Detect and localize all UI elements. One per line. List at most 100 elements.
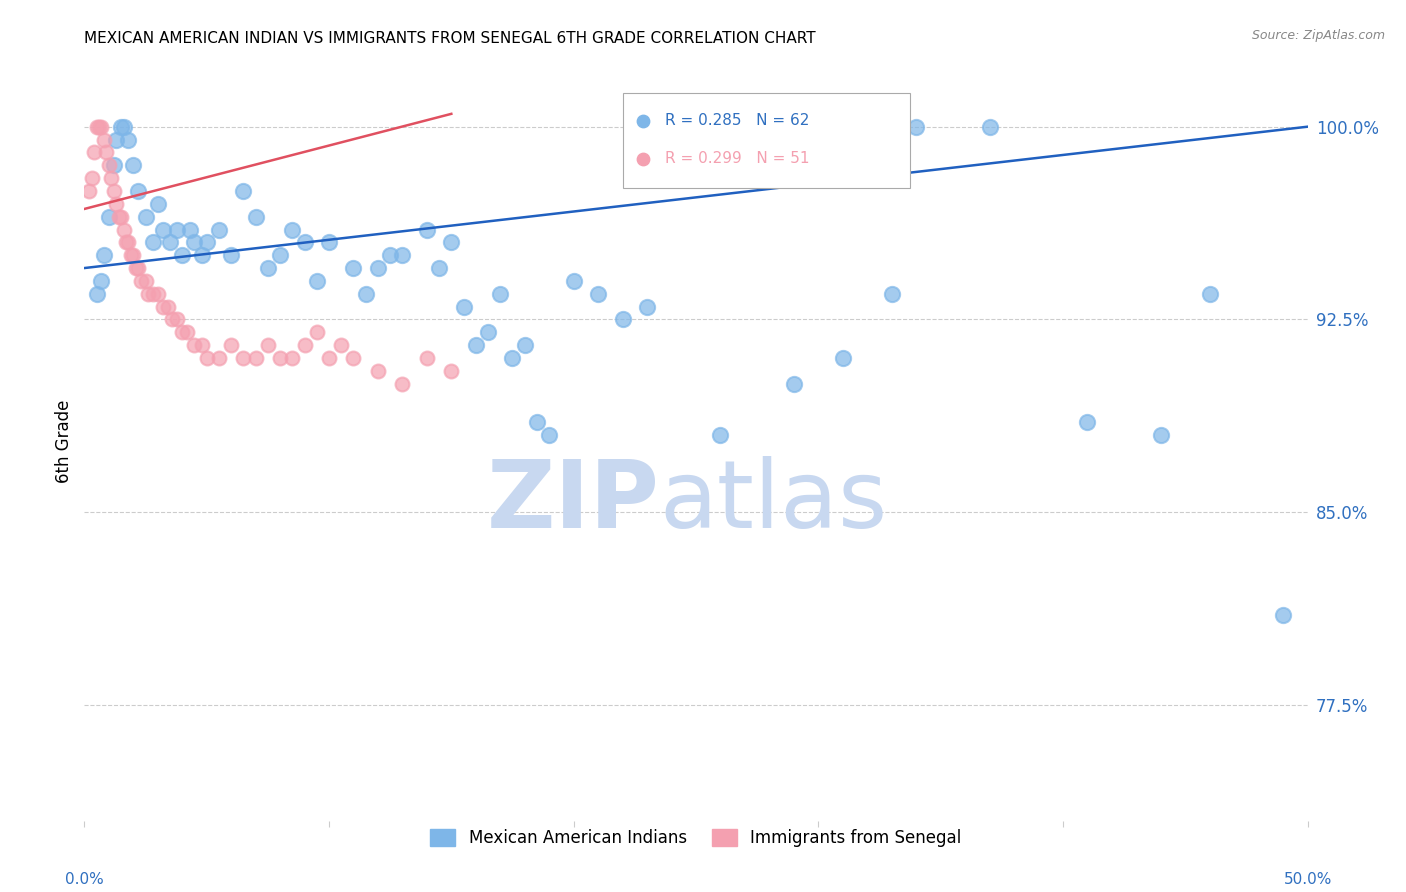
Point bbox=[86, 120, 108, 134]
Point bbox=[135, 274, 157, 288]
Point bbox=[112, 222, 135, 236]
Point bbox=[281, 222, 304, 236]
Point bbox=[709, 428, 731, 442]
Point bbox=[880, 286, 903, 301]
Point bbox=[979, 120, 1001, 134]
Point bbox=[77, 184, 100, 198]
Point bbox=[219, 248, 242, 262]
Point bbox=[586, 286, 609, 301]
Point bbox=[105, 196, 128, 211]
Point bbox=[90, 120, 112, 134]
Point bbox=[112, 120, 135, 134]
Point bbox=[97, 210, 120, 224]
Point bbox=[464, 338, 486, 352]
Point bbox=[318, 351, 340, 365]
Point bbox=[191, 338, 214, 352]
Point bbox=[440, 364, 463, 378]
Point bbox=[232, 351, 254, 365]
Point bbox=[367, 364, 389, 378]
Point bbox=[176, 326, 198, 340]
Point bbox=[330, 338, 353, 352]
Point bbox=[391, 248, 413, 262]
Point bbox=[526, 415, 548, 429]
Point bbox=[90, 274, 112, 288]
Point bbox=[179, 222, 201, 236]
Point bbox=[342, 261, 364, 276]
Point bbox=[427, 261, 450, 276]
Point bbox=[152, 222, 174, 236]
Point bbox=[294, 338, 316, 352]
Point bbox=[1076, 415, 1098, 429]
Text: Source: ZipAtlas.com: Source: ZipAtlas.com bbox=[1251, 29, 1385, 42]
Text: 50.0%: 50.0% bbox=[1284, 872, 1331, 887]
Text: R = 0.285   N = 62: R = 0.285 N = 62 bbox=[665, 113, 810, 128]
Point bbox=[831, 351, 853, 365]
Point bbox=[105, 132, 128, 146]
Point bbox=[103, 184, 125, 198]
Point bbox=[172, 326, 194, 340]
Point bbox=[342, 351, 364, 365]
Point bbox=[305, 326, 328, 340]
FancyBboxPatch shape bbox=[623, 93, 910, 187]
Point bbox=[97, 158, 120, 172]
Point bbox=[477, 326, 499, 340]
Point bbox=[562, 274, 585, 288]
Point bbox=[96, 145, 118, 160]
Point bbox=[152, 300, 174, 314]
Point bbox=[538, 428, 561, 442]
Text: MEXICAN AMERICAN INDIAN VS IMMIGRANTS FROM SENEGAL 6TH GRADE CORRELATION CHART: MEXICAN AMERICAN INDIAN VS IMMIGRANTS FR… bbox=[84, 31, 815, 46]
Point bbox=[87, 120, 110, 134]
Point bbox=[80, 171, 103, 186]
Point bbox=[257, 261, 280, 276]
Point bbox=[269, 248, 291, 262]
Point bbox=[391, 376, 413, 391]
Point bbox=[183, 338, 205, 352]
Point bbox=[232, 184, 254, 198]
Point bbox=[453, 300, 475, 314]
Point bbox=[502, 351, 524, 365]
Point bbox=[257, 338, 280, 352]
Text: 0.0%: 0.0% bbox=[65, 872, 104, 887]
Text: ZIP: ZIP bbox=[486, 456, 659, 549]
Point bbox=[269, 351, 291, 365]
Point bbox=[416, 222, 439, 236]
Point bbox=[115, 235, 138, 250]
Point bbox=[107, 210, 129, 224]
Point bbox=[129, 274, 152, 288]
Point bbox=[142, 286, 165, 301]
Point bbox=[83, 145, 105, 160]
Point bbox=[1150, 428, 1173, 442]
Point bbox=[245, 351, 267, 365]
Point bbox=[146, 286, 169, 301]
Point bbox=[100, 171, 122, 186]
Point bbox=[440, 235, 463, 250]
Point bbox=[489, 286, 512, 301]
Point bbox=[122, 248, 145, 262]
Point bbox=[191, 248, 214, 262]
Point bbox=[103, 158, 125, 172]
Point bbox=[195, 351, 218, 365]
Point bbox=[195, 235, 218, 250]
Point bbox=[783, 376, 806, 391]
Point bbox=[281, 351, 304, 365]
Point bbox=[110, 120, 132, 134]
Point bbox=[172, 248, 194, 262]
Point bbox=[219, 338, 242, 352]
Point bbox=[245, 210, 267, 224]
Point bbox=[86, 286, 108, 301]
Point bbox=[93, 132, 115, 146]
Point bbox=[1198, 286, 1220, 301]
Legend: Mexican American Indians, Immigrants from Senegal: Mexican American Indians, Immigrants fro… bbox=[423, 822, 969, 854]
Point bbox=[354, 286, 377, 301]
Point bbox=[159, 235, 181, 250]
Point bbox=[513, 338, 536, 352]
Point bbox=[142, 235, 165, 250]
Point bbox=[125, 261, 148, 276]
Point bbox=[636, 300, 658, 314]
Point bbox=[367, 261, 389, 276]
Point bbox=[305, 274, 328, 288]
Point bbox=[1272, 607, 1295, 622]
Point bbox=[905, 120, 928, 134]
Point bbox=[294, 235, 316, 250]
Point bbox=[146, 196, 169, 211]
